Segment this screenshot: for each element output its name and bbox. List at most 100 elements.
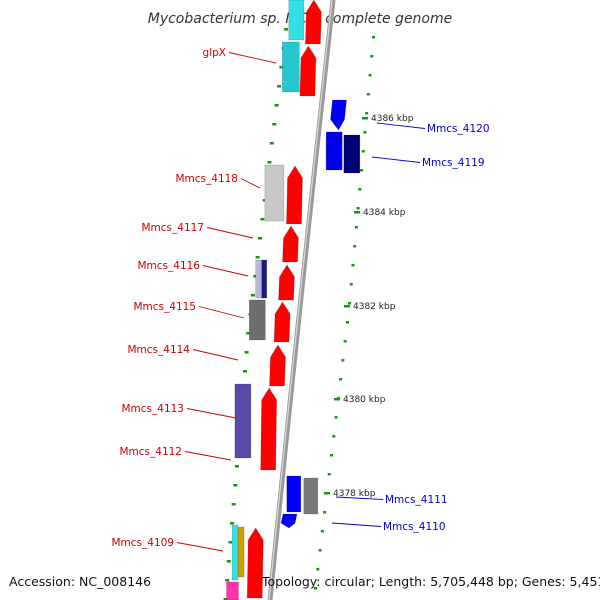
gene-leader-line — [335, 496, 384, 500]
gene-cog-box — [288, 0, 305, 41]
topology-label: Topology: circular; Length: 5,705,448 bp… — [261, 574, 600, 589]
ruler-tick-outer — [323, 511, 327, 514]
ruler-tick-outer — [348, 302, 352, 305]
gene-cog-box — [234, 383, 252, 459]
ruler-tick-inner — [228, 541, 233, 544]
gene-box-reverse — [286, 475, 302, 513]
ruler-tick-outer — [345, 321, 349, 324]
ruler-tick-inner — [262, 199, 267, 202]
ruler-major-tick — [354, 211, 360, 214]
ruler-tick-outer — [370, 55, 374, 58]
gene-label-reverse: Mmcs_4110 — [383, 521, 446, 533]
ruler-tick-inner — [260, 218, 265, 221]
gene-leader-line — [176, 542, 224, 552]
gene-leader-line — [198, 306, 245, 319]
ruler-tick-inner — [230, 522, 235, 525]
ruler-tick-inner — [244, 351, 249, 354]
gene-label-forward: Mmcs_4118 — [175, 173, 238, 185]
gene-arrow-forward — [273, 301, 291, 343]
ruler-tick-outer — [332, 435, 336, 438]
ruler-label: 4386 kbp — [371, 114, 414, 124]
gene-label-reverse: Mmcs_4120 — [427, 123, 490, 135]
ruler-tick-outer — [365, 112, 369, 115]
gene-label-forward: Mmcs_4109 — [111, 537, 174, 549]
gene-labels: glpX Mmcs_4118 Mmcs_4117 Mmcs_4116 Mmcs_4115… — [111, 47, 490, 552]
ruler-tick-outer — [366, 93, 370, 96]
gene-features — [226, 0, 361, 600]
ruler-tick-outer — [368, 74, 372, 77]
gene-label-reverse: Mmcs_4111 — [385, 494, 448, 506]
gene-arrow-reverse — [280, 513, 298, 529]
gene-leader-line — [206, 227, 254, 239]
ruler-tick-inner — [242, 370, 247, 373]
ruler-tick-inner — [246, 332, 251, 335]
ruler-major-tick — [344, 305, 350, 308]
gene-box-reverse — [303, 477, 319, 515]
gene-arrow-forward — [246, 527, 264, 599]
ruler-tick-outer — [358, 188, 362, 191]
accession-label: Accession: NC_008146 — [9, 574, 151, 589]
ruler-tick-inner — [267, 161, 272, 164]
gene-arrow-reverse — [330, 99, 347, 131]
ruler-tick-outer — [353, 245, 357, 248]
gene-cog-box — [226, 581, 239, 600]
ruler-tick-outer — [339, 378, 343, 381]
gene-label-forward: Mmcs_4115 — [133, 301, 196, 313]
ruler-label: 4380 kbp — [343, 395, 386, 405]
gene-arrow-forward — [286, 165, 303, 225]
ruler-tick-outer — [329, 454, 333, 457]
gene-cog-box — [261, 259, 268, 299]
ruler-tick-inner — [269, 142, 274, 145]
ruler-tick-inner — [234, 465, 239, 468]
gene-leader-line — [202, 265, 249, 277]
gene-box-reverse — [325, 131, 343, 171]
gene-leader-line — [240, 178, 261, 189]
ruler-tick-inner — [257, 237, 262, 240]
ruler-tick-inner — [284, 28, 289, 31]
gene-arrow-forward — [299, 45, 317, 97]
gene-label-forward: Mmcs_4113 — [121, 403, 184, 415]
gene-label-forward: glpX — [203, 47, 226, 59]
ruler-tick-outer — [320, 530, 324, 533]
ruler-tick-inner — [225, 579, 230, 582]
ruler-tick-outer — [354, 226, 358, 229]
ruler-tick-outer — [341, 359, 345, 362]
gene-leader-line — [331, 522, 382, 527]
ruler-tick-inner — [223, 598, 228, 600]
ruler-tick-outer — [318, 549, 322, 552]
ruler-tick-outer — [351, 264, 355, 267]
gene-leader-line — [184, 451, 232, 461]
ruler-label: 4384 kbp — [363, 208, 406, 218]
gene-leader-line — [228, 52, 277, 64]
genome-backbone — [267, 0, 336, 600]
ruler-major-tick — [324, 492, 330, 495]
ruler-tick-outer — [360, 169, 364, 172]
gene-arrow-forward — [282, 225, 299, 263]
ruler-tick-inner — [250, 294, 255, 297]
ruler-tick-inner — [226, 560, 231, 563]
gene-arrow-forward — [260, 387, 277, 471]
ruler-tick-outer — [327, 473, 331, 476]
gene-label-forward: Mmcs_4117 — [141, 222, 204, 234]
ruler-tick-outer — [334, 416, 338, 419]
ruler-tick-outer — [349, 283, 353, 286]
gene-cog-box — [237, 526, 245, 578]
ruler-tick-inner — [274, 104, 279, 107]
ruler-label: 4382 kbp — [353, 302, 396, 312]
ruler-major-tick — [362, 117, 368, 120]
ruler-labels: 4386 kbp 4384 kbp 4382 kbp 4380 kbp 4378 kbp — [324, 114, 414, 499]
gene-arrow-upstream — [305, 0, 322, 45]
genome-backbone-highlight — [268, 0, 333, 600]
gene-cog-box — [264, 164, 285, 222]
ruler-tick-outer — [316, 568, 320, 571]
ruler-tick-inner — [231, 503, 236, 506]
ruler-label: 4378 kbp — [333, 489, 376, 499]
ruler-tick-inner — [272, 123, 277, 126]
ruler-tick-outer — [356, 207, 360, 210]
ruler-tick-outer — [361, 150, 365, 153]
gene-leader-line — [186, 408, 237, 419]
gene-cog-box — [282, 41, 300, 93]
gene-cog-box — [249, 299, 266, 341]
gene-label-reverse: Mmcs_4119 — [422, 157, 485, 169]
